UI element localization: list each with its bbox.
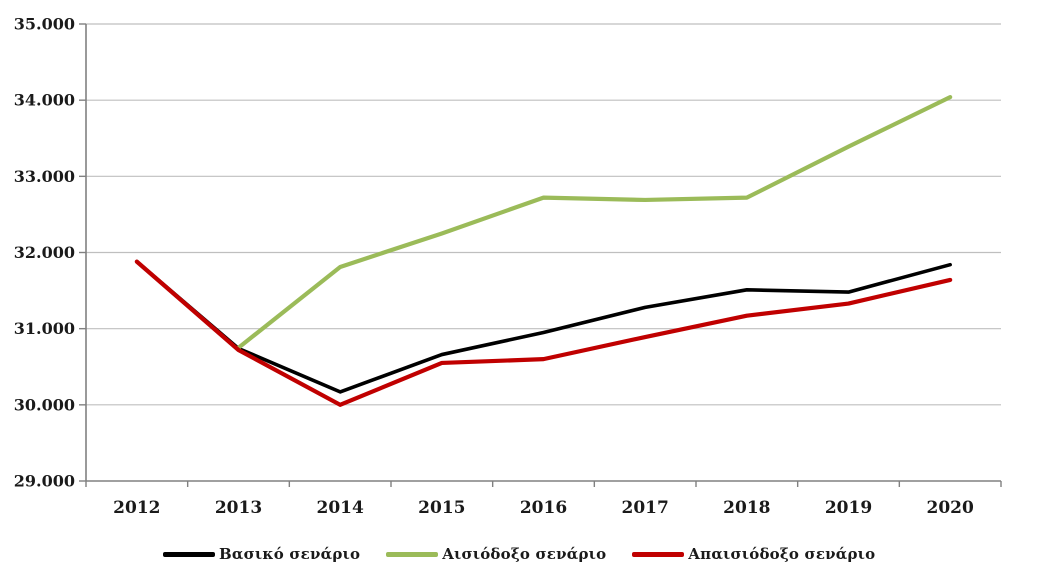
y-tick-label: 35.000 (14, 15, 75, 34)
legend-swatch (386, 551, 439, 557)
legend-item-3: Απαισιόδοξο σενάριο (632, 545, 875, 563)
legend-label: Βασικό σενάριο (219, 545, 361, 563)
x-tick-label: 2018 (723, 498, 770, 518)
y-tick-label: 29.000 (14, 472, 75, 491)
series-line-2 (236, 95, 953, 350)
chart-legend: Βασικό σενάριο Αισιόδοξο σενάριο Απαισιόδο… (163, 545, 875, 563)
legend-label: Απαισιόδοξο σενάριο (688, 545, 876, 563)
x-tick-label: 2019 (825, 498, 872, 518)
legend-item-1: Βασικό σενάριο (163, 545, 360, 563)
series-line-3 (134, 259, 953, 407)
x-tick-label: 2015 (418, 498, 465, 518)
y-tick-label: 30.000 (14, 395, 75, 414)
legend-swatch (632, 551, 685, 557)
series-line-1 (135, 259, 952, 394)
legend-swatch (163, 551, 215, 557)
x-tick-label: 2020 (927, 498, 974, 518)
legend-item-2: Αισιόδοξο σενάριο (386, 545, 606, 563)
x-tick-label: 2013 (215, 498, 262, 518)
x-tick-label: 2017 (622, 498, 669, 518)
y-tick-label: 31.000 (14, 319, 75, 338)
x-tick-label: 2014 (317, 498, 364, 518)
legend-label: Αισιόδοξο σενάριο (442, 545, 607, 563)
x-tick-label: 2012 (113, 498, 160, 518)
y-tick-label: 33.000 (14, 167, 75, 186)
x-tick-label: 2016 (520, 498, 567, 518)
y-tick-label: 34.000 (14, 91, 75, 110)
y-tick-label: 32.000 (14, 243, 75, 262)
